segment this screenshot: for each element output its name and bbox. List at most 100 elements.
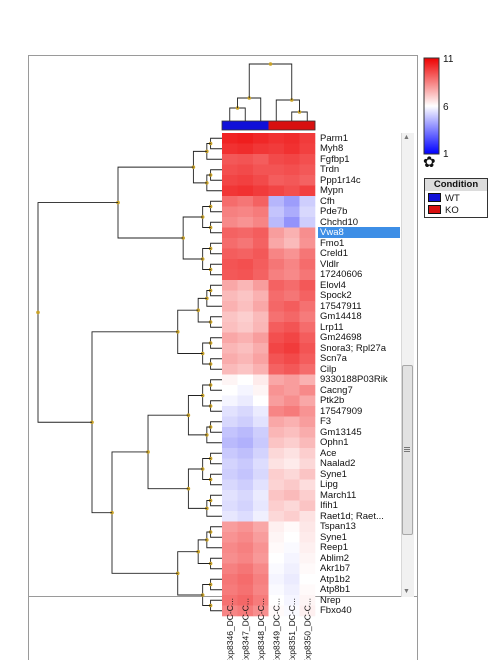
gene-label[interactable]: Atp8b1: [320, 584, 351, 595]
sample-label: Exp8350_DC-C...: [302, 598, 312, 660]
heatmap-cell: [299, 427, 316, 438]
gene-label[interactable]: Lrp11: [320, 321, 344, 333]
heatmap-cell: [284, 542, 300, 554]
heatmap-cell: [222, 448, 238, 459]
scroll-down-arrow-icon[interactable]: ▼: [403, 588, 410, 595]
gene-label[interactable]: Parm1: [320, 132, 348, 144]
gene-label[interactable]: Syne1: [320, 468, 347, 480]
gene-label[interactable]: Atp1b2: [320, 573, 351, 585]
gene-label[interactable]: Gm13145: [320, 426, 362, 438]
heatmap-cell: [237, 175, 254, 186]
gene-label[interactable]: Chchd10: [320, 216, 359, 228]
heatmap-cell: [299, 563, 316, 575]
gene-label[interactable]: Cacng7: [320, 384, 353, 396]
gene-label[interactable]: Ptk2b: [320, 395, 345, 406]
gene-label[interactable]: Scn7a: [320, 353, 347, 364]
heatmap-cell: [253, 280, 269, 291]
gene-label[interactable]: Ablim2: [320, 552, 350, 564]
heatmap-cell: [253, 469, 269, 480]
heatmap-cell: [237, 259, 254, 270]
gene-label[interactable]: Lipg: [320, 479, 338, 490]
heatmap-cell: [268, 479, 285, 491]
gene-label[interactable]: Vwa8: [318, 227, 400, 238]
gene-label[interactable]: March11: [320, 489, 357, 501]
gene-label[interactable]: 17547909: [320, 405, 363, 417]
heatmap-cell: [253, 500, 269, 512]
gene-label[interactable]: Syne1: [320, 531, 347, 543]
condition-bar-border: [221, 120, 316, 131]
gene-label[interactable]: Elovl4: [320, 279, 346, 291]
heatmap-cell: [237, 301, 254, 312]
gene-label[interactable]: 17547911: [320, 300, 362, 312]
heatmap-cell: [268, 248, 285, 260]
gene-label[interactable]: Tspan13: [320, 521, 356, 532]
heatmap-cell: [268, 574, 285, 585]
gene-label[interactable]: 9330188P03Rik: [320, 374, 388, 385]
heatmap-cell: [253, 595, 269, 606]
heatmap-cell: [237, 185, 254, 197]
heatmap-cell: [284, 395, 300, 407]
scale-min-label: 1: [443, 149, 449, 160]
heatmap-cell: [253, 574, 269, 585]
heatmap-cell: [253, 490, 269, 501]
heatmap-cell: [299, 175, 316, 186]
gene-label[interactable]: Ace: [320, 447, 337, 459]
condition-bar-cell: [253, 121, 269, 130]
heatmap-cell: [284, 584, 300, 596]
gear-icon[interactable]: ✿: [423, 154, 436, 171]
heatmap-cell: [222, 469, 238, 480]
gene-label[interactable]: Raet1d; Raet...: [320, 510, 384, 522]
gene-label[interactable]: Ifih1: [320, 500, 338, 511]
gene-label[interactable]: Naalad2: [320, 458, 356, 469]
gene-label[interactable]: Mypn: [320, 185, 344, 196]
gene-label[interactable]: Ophn1: [320, 437, 349, 448]
gene-label[interactable]: Snora3; Rpl27a: [320, 342, 387, 354]
gene-label[interactable]: Gm14418: [320, 311, 362, 322]
heatmap-cell: [299, 605, 316, 617]
heatmap-cell: [237, 238, 254, 249]
heatmap-cell: [284, 311, 300, 323]
heatmap-cell: [299, 532, 316, 543]
gene-label[interactable]: Nrep: [320, 594, 341, 606]
heatmap-cell: [253, 448, 269, 459]
gene-label[interactable]: Akr1b7: [320, 563, 351, 574]
gene-label[interactable]: Cilp: [320, 363, 337, 375]
heatmap-cell: [284, 248, 300, 260]
gene-label[interactable]: Pde7b: [320, 206, 348, 217]
gene-label[interactable]: Creld1: [320, 248, 348, 259]
scrollbar-thumb[interactable]: [402, 365, 413, 535]
heatmap-cell: [299, 322, 316, 333]
gene-label[interactable]: Ppp1r14c: [320, 174, 361, 186]
gene-label[interactable]: 17240606: [320, 269, 363, 280]
condition-bar-cell: [222, 121, 238, 130]
gene-label[interactable]: Fgfbp1: [320, 153, 350, 165]
heatmap-cell: [284, 385, 300, 396]
heatmap-cell: [222, 574, 238, 585]
gene-label[interactable]: Gm24698: [320, 332, 362, 343]
heatmap-cell: [284, 353, 300, 365]
heatmap-cell: [253, 301, 269, 312]
heatmap-cell: [299, 595, 316, 606]
heatmap-cell: [222, 521, 238, 533]
heatmap-cell: [284, 154, 300, 165]
heatmap-cell: [268, 374, 285, 386]
heatmap-cell: [237, 469, 254, 480]
gene-label[interactable]: Trdn: [320, 164, 340, 175]
gene-label[interactable]: Fmo1: [320, 237, 345, 249]
gene-label[interactable]: Myh8: [320, 143, 344, 154]
scroll-up-arrow-icon[interactable]: ▲: [403, 134, 410, 141]
heatmap-cell: [253, 437, 269, 449]
gene-label[interactable]: Fbxo40: [320, 605, 352, 616]
gene-label[interactable]: Cfh: [320, 195, 335, 207]
gene-label[interactable]: F3: [320, 416, 332, 427]
heatmap-cell: [284, 458, 300, 470]
heatmap-cell: [299, 553, 316, 564]
heatmap-cell: [284, 364, 300, 375]
heatmap-cell: [237, 511, 254, 522]
gene-label[interactable]: Reep1: [320, 542, 348, 553]
heatmap-cell: [237, 427, 254, 438]
gene-label[interactable]: Spock2: [320, 290, 352, 301]
heatmap-cell: [299, 217, 316, 228]
gene-label[interactable]: Vldlr: [320, 258, 340, 270]
dendrogram-node: [268, 62, 273, 66]
